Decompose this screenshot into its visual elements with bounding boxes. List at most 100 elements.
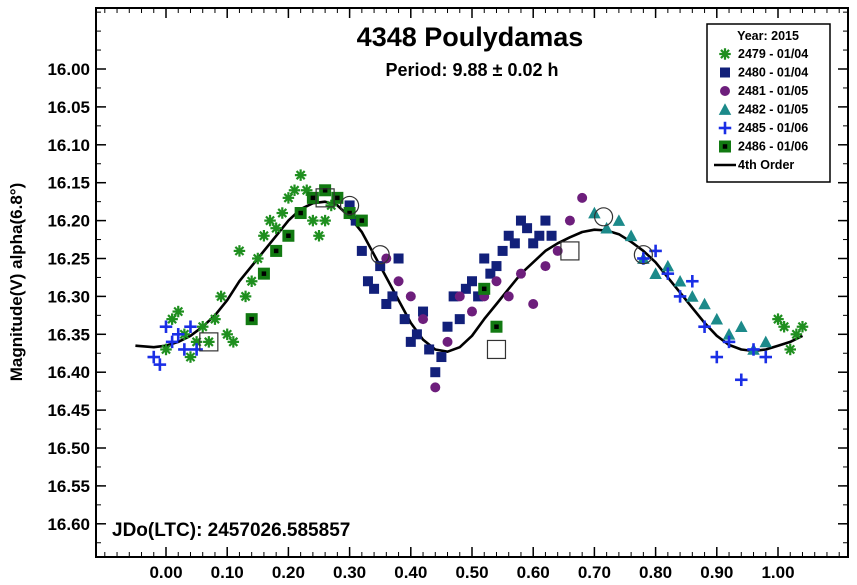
x-tick-label: 0.30 (333, 563, 366, 582)
data-point (405, 291, 416, 302)
data-point (344, 200, 355, 211)
x-tick-label: 0.10 (211, 563, 244, 582)
data-point (790, 328, 803, 341)
data-point (393, 276, 404, 287)
y-tick-label: 16.40 (47, 363, 90, 382)
data-point (239, 290, 252, 303)
legend-entry: 2481 - 01/05 (720, 84, 808, 98)
data-point (159, 320, 173, 333)
data-point (588, 206, 601, 219)
data-point (319, 214, 331, 227)
legend-title: Year: 2015 (737, 29, 799, 43)
data-point (503, 291, 514, 302)
series-2482 (588, 206, 773, 355)
x-tick-label: 0.80 (639, 563, 672, 582)
data-point (184, 320, 197, 333)
y-tick-label: 16.20 (47, 212, 90, 231)
data-point (319, 184, 332, 197)
data-point (600, 221, 613, 234)
legend-label: 2481 - 01/05 (738, 84, 808, 98)
data-point (166, 313, 178, 325)
legend-marker (718, 121, 732, 135)
data-point (411, 329, 422, 340)
data-points-layer (147, 169, 809, 393)
data-point (796, 320, 809, 333)
data-point (686, 274, 699, 288)
data-point (264, 214, 276, 227)
y-tick-label: 16.45 (47, 401, 90, 420)
y-axis: 16.00 16.05 16.10 16.15 16.20 16.25 16.30 16.35… (47, 11, 848, 544)
data-point (294, 169, 307, 181)
data-point (534, 230, 545, 241)
data-point (454, 291, 465, 302)
data-point (759, 350, 773, 364)
data-point (196, 320, 209, 333)
data-point (282, 229, 295, 242)
legend: Year: 2015 2479 - 01/04 2480 - 01/04 2481 … (706, 23, 831, 183)
data-point (467, 306, 477, 317)
legend-label: 2482 - 01/05 (738, 103, 808, 117)
data-point (227, 336, 240, 348)
data-point (190, 343, 203, 356)
data-point (735, 320, 748, 333)
data-point (172, 305, 184, 318)
x-tick-label: 0.00 (149, 563, 182, 582)
y-tick-label: 16.25 (47, 250, 90, 269)
data-point (747, 343, 760, 356)
data-point (393, 253, 404, 264)
legend-marker (719, 48, 731, 60)
jdo-annotation: JDo(LTC): 2457026.585857 (112, 520, 350, 541)
data-point (418, 306, 429, 317)
data-point (209, 313, 221, 325)
data-point (442, 321, 453, 332)
series-2479 (160, 169, 809, 363)
fit-curve-layer (135, 200, 804, 353)
data-point (375, 261, 386, 272)
data-point (355, 214, 368, 227)
data-point (624, 229, 638, 242)
boxed-point (315, 188, 335, 208)
boxed-point (560, 241, 580, 261)
data-point (722, 328, 736, 340)
data-point (661, 267, 675, 280)
data-point (698, 297, 711, 310)
data-point (522, 223, 533, 234)
data-point (430, 367, 441, 378)
legend-marker (720, 86, 730, 96)
data-point (478, 282, 491, 295)
data-point (343, 207, 356, 220)
data-point (288, 184, 301, 197)
data-point (301, 184, 313, 197)
fit-curve (135, 200, 804, 353)
data-point (153, 358, 167, 371)
data-point (294, 207, 307, 220)
y-tick-label: 16.55 (47, 477, 90, 496)
data-point (270, 222, 282, 234)
data-point (491, 261, 502, 272)
data-point (673, 274, 687, 287)
data-point (515, 215, 526, 226)
data-point (276, 207, 289, 219)
data-point (270, 244, 283, 257)
y-tick-label: 16.10 (47, 136, 90, 155)
x-tick-label: 0.20 (272, 563, 305, 582)
data-point (282, 192, 295, 204)
data-point (399, 314, 410, 325)
legend-entry: 2479 - 01/04 (719, 47, 808, 61)
x-tick-label: 0.90 (700, 563, 733, 582)
data-point (528, 298, 539, 309)
circled-point (340, 195, 360, 216)
y-tick-label: 16.60 (47, 515, 90, 534)
data-point (497, 245, 508, 256)
data-point (258, 230, 270, 242)
data-point (307, 214, 319, 227)
data-point (490, 320, 503, 333)
legend-marker (719, 140, 731, 153)
data-point (221, 328, 233, 341)
data-point (325, 199, 337, 212)
data-point (430, 382, 441, 393)
legend-entry: 2480 - 01/04 (720, 66, 808, 80)
data-point (778, 320, 790, 333)
data-point (564, 215, 575, 226)
data-point (722, 335, 736, 349)
